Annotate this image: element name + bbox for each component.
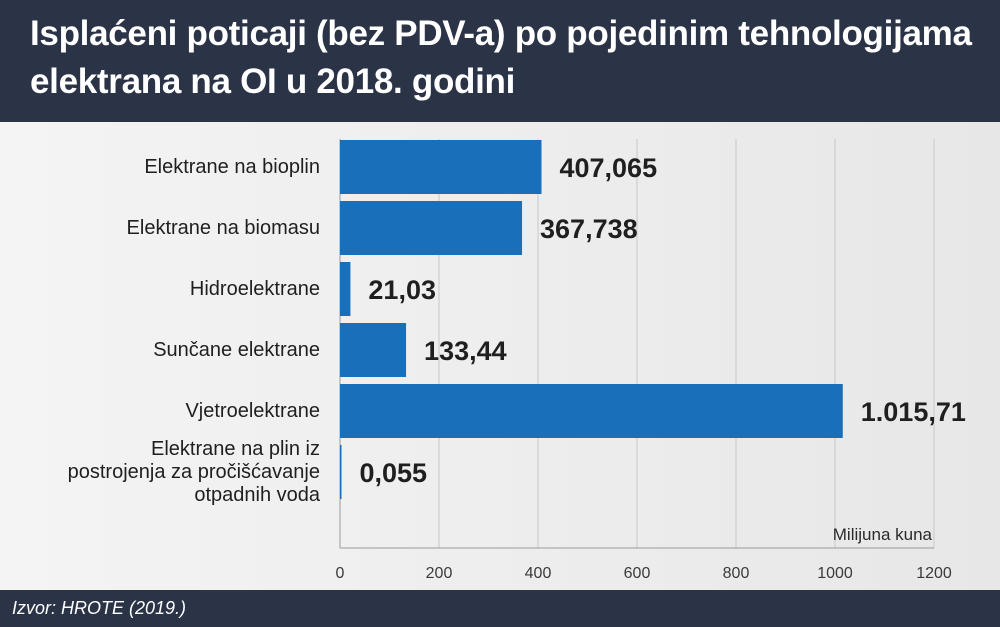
category-label: Elektrane na biomasu [127,217,320,239]
x-tick-label: 200 [426,565,453,582]
bar [340,445,342,499]
bar [340,262,351,316]
category-label: Sunčane elektrane [153,339,320,361]
x-tick-label: 0 [336,565,345,582]
bar [340,384,843,438]
data-label: 21,03 [368,275,436,305]
data-label: 367,738 [540,214,638,244]
x-axis-title: Milijuna kuna [833,525,933,544]
x-tick-label: 400 [525,565,552,582]
category-label: postrojenja za pročišćavanje [68,461,320,483]
bar-chart: 0 200 400 600 800 1000 1200 Milijuna kuna Elektr… [68,139,966,582]
category-label: Hidroelektrane [190,278,320,300]
bar [340,140,542,194]
chart-footer: Izvor: HROTE (2019.) [0,590,1000,627]
x-tick-label: 600 [624,565,651,582]
data-label: 407,065 [559,153,657,183]
data-label: 1.015,71 [861,397,966,427]
chart-header: Isplaćeni poticaji (bez PDV-a) po pojedi… [0,0,1000,122]
bar [340,201,523,255]
chart-title: Isplaćeni poticaji (bez PDV-a) po pojedi… [30,14,972,101]
x-tick-label: 1200 [916,565,952,582]
category-label: Vjetroelektrane [185,400,320,422]
category-label: Elektrane na plin iz [151,438,320,460]
category-label: otpadnih voda [194,484,321,506]
x-tick-label: 800 [723,565,750,582]
plot-area: 0 200 400 600 800 1000 1200 Milijuna kuna Elektr… [0,122,1000,590]
x-tick-label: 1000 [817,565,853,582]
category-label: Elektrane na bioplin [144,156,320,178]
source-note: Izvor: HROTE (2019.) [12,598,187,618]
data-label: 133,44 [424,336,507,366]
bar [340,323,407,377]
data-label: 0,055 [360,458,428,488]
